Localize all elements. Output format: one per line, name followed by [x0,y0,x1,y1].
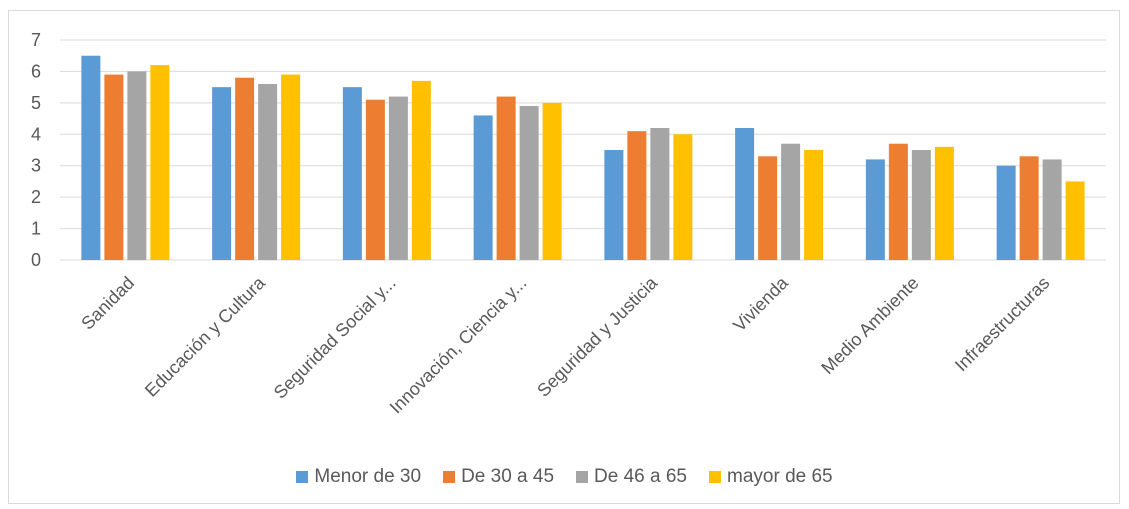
bar [281,74,301,260]
y-tick-label: 1 [31,219,41,239]
legend-item: Menor de 30 [296,466,421,488]
bar [911,150,931,260]
y-tick-label: 6 [31,61,41,81]
legend-item: mayor de 65 [709,466,833,488]
legend: Menor de 30 De 30 a 45 De 46 a 65 mayor de … [0,466,1129,488]
bar [604,150,624,260]
bar [212,87,232,261]
bar [865,159,885,260]
legend-swatch [443,471,456,483]
bar [1065,181,1085,260]
bar [81,55,101,260]
x-category-label: Seguridad y Justicia [533,272,662,401]
bar [996,165,1016,260]
bar [673,134,693,260]
bar [104,74,124,260]
y-tick-label: 2 [31,187,41,207]
bar [650,128,670,260]
legend-item: De 30 a 45 [443,466,554,488]
bar [150,65,170,261]
legend-label: mayor de 65 [727,466,833,487]
y-axis-ticks: 0 1 2 3 4 5 6 7 [31,30,41,270]
y-tick-label: 4 [31,124,41,144]
x-category-label: Vivienda [729,272,792,335]
bar [519,106,539,260]
y-tick-label: 5 [31,93,41,113]
bar [627,131,647,260]
x-category-label: Educación y Cultura [141,272,270,401]
legend-swatch [296,471,309,483]
x-axis-labels: Sanidad Educación y Cultura Seguridad Soci… [77,272,1053,417]
gridlines [60,39,1106,261]
bar [388,96,408,260]
legend-label: De 30 a 45 [461,466,555,487]
x-category-label: Seguridad Social y... [270,273,400,403]
legend-swatch [709,471,721,483]
bar [235,77,255,260]
legend-item: De 46 a 65 [576,466,687,488]
legend-swatch [576,471,589,483]
x-category-label: Medio Ambiente [817,273,922,378]
x-category-label: Sanidad [77,273,138,334]
x-category-label: Infraestructuras [951,273,1054,376]
bar [365,99,385,260]
bar [1042,159,1062,260]
bar [888,143,908,260]
bar [542,102,562,260]
legend-label: De 46 a 65 [594,466,687,487]
bar [473,115,493,260]
y-tick-label: 7 [31,30,41,50]
bar [758,156,778,260]
chart-frame [8,10,1120,504]
bar [342,87,362,261]
bar [804,150,824,260]
x-category-label: Innovación, Ciencia y... [386,273,531,418]
y-tick-label: 0 [31,250,41,270]
bar [1019,156,1039,260]
bar [496,96,516,260]
bars [81,55,1085,261]
bar [781,143,801,260]
bar [735,128,755,260]
bar [934,146,954,260]
bar [411,80,431,260]
bar [258,84,278,260]
bar [127,71,147,260]
y-tick-label: 3 [31,156,41,176]
legend-label: Menor de 30 [314,466,422,487]
